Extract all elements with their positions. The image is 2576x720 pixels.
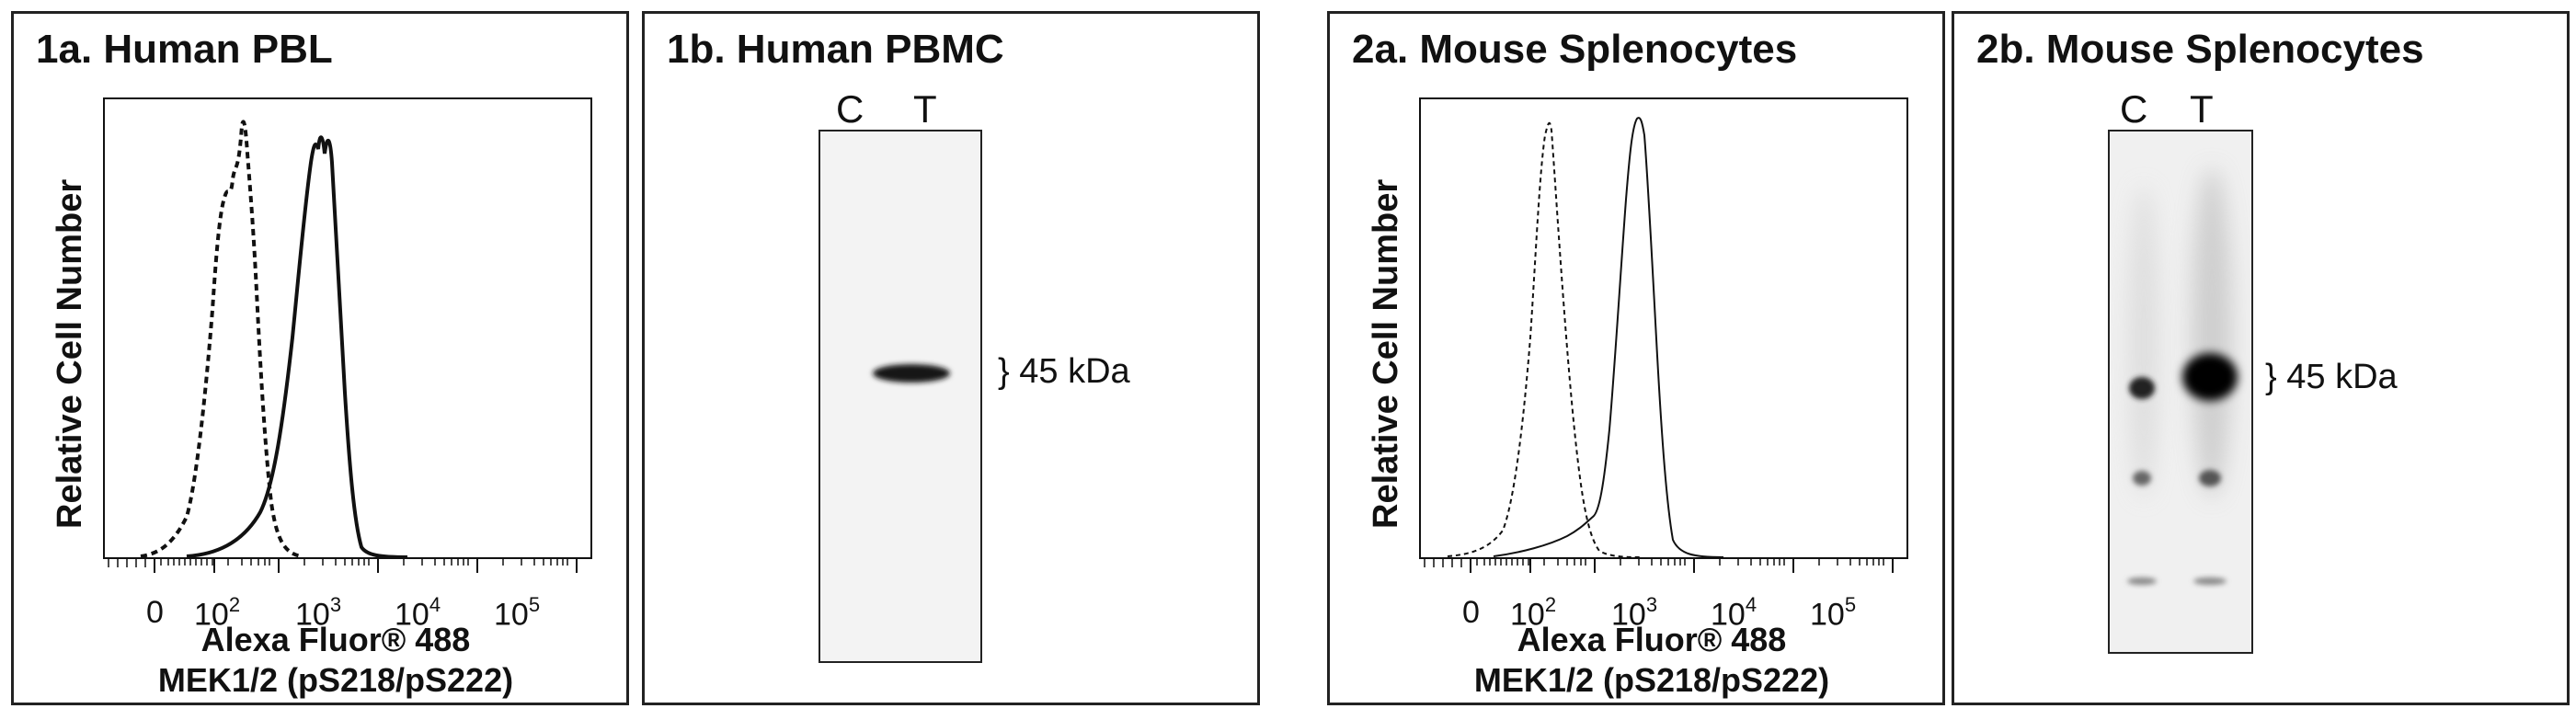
x-tick-2: 103 [295, 593, 342, 633]
band-treated-45kda [2182, 353, 2238, 401]
y-axis-label: Relative Cell Number [51, 178, 89, 529]
band-treated-45kda [873, 364, 950, 383]
x-axis-label-line2: MEK1/2 (pS218/pS222) [1473, 661, 1830, 699]
panel-title: 1b. Human PBMC [667, 27, 1004, 72]
treated-histogram-solid [186, 135, 408, 559]
x-tick-1: 102 [194, 593, 241, 633]
blot-membrane [819, 130, 982, 663]
x-tick-3: 104 [1711, 593, 1757, 633]
treated-histogram-solid [1493, 117, 1724, 558]
molecular-weight-marker: } 45 kDa [998, 352, 1130, 391]
band-treated-lower [2199, 470, 2221, 486]
major-ticks [154, 558, 578, 573]
panel-title: 2b. Mouse Splenocytes [1976, 27, 2424, 72]
minor-ticks [1424, 558, 1884, 567]
band-control-bottom [2127, 577, 2157, 585]
panel-2b: 2b. Mouse Splenocytes C T } 45 kDa [1952, 11, 2570, 705]
y-axis-label: Relative Cell Number [1367, 178, 1405, 529]
western-blot-1b [819, 130, 982, 663]
x-tick-0: 0 [146, 595, 164, 630]
x-tick-1: 102 [1510, 593, 1557, 633]
plot-frame [103, 97, 592, 559]
flow-histogram-1a [103, 97, 592, 573]
lane-label-control: C [2120, 87, 2148, 131]
western-blot-2b [2108, 130, 2253, 654]
molecular-weight-marker: } 45 kDa [2265, 358, 2398, 396]
x-axis-label-line1: Alexa Fluor® 488 [1517, 621, 1787, 658]
panel-title: 1a. Human PBL [36, 27, 333, 72]
lane-label-treated: T [2190, 87, 2214, 131]
x-tick-0: 0 [1462, 595, 1480, 630]
flow-histogram-2a [1419, 97, 1908, 573]
panel-2a: 2a. Mouse Splenocytes Relative Cell Numb… [1327, 11, 1945, 705]
band-control-lower [2133, 471, 2151, 486]
band-control-45kda [2129, 377, 2155, 399]
panel-1b: 1b. Human PBMC C T } 45 kDa [642, 11, 1260, 705]
x-tick-3: 104 [395, 593, 441, 633]
lane-smear-treated [2192, 167, 2232, 498]
panel-title: 2a. Mouse Splenocytes [1352, 27, 1798, 72]
lane-label-control: C [836, 87, 864, 131]
lane-smear-control [2129, 186, 2158, 498]
control-histogram-dashed [1447, 121, 1642, 558]
panel-1a: 1a. Human PBL Relative Cell Number 0 102… [11, 11, 629, 705]
lane-label-treated: T [913, 87, 937, 131]
x-tick-4: 105 [494, 593, 541, 633]
plot-frame [1419, 97, 1908, 559]
band-treated-bottom [2193, 577, 2227, 585]
x-tick-4: 105 [1810, 593, 1857, 633]
x-tick-2: 103 [1611, 593, 1658, 633]
major-ticks [1470, 558, 1894, 573]
control-histogram-dashed [140, 120, 303, 558]
x-axis-label-line1: Alexa Fluor® 488 [200, 621, 471, 658]
x-axis-label-line2: MEK1/2 (pS218/pS222) [157, 661, 514, 699]
minor-ticks [108, 558, 568, 567]
